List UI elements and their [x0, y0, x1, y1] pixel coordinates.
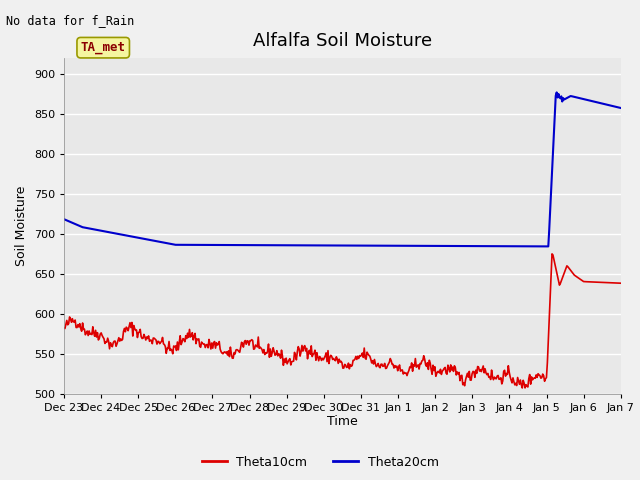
Theta10cm [60, 325, 68, 331]
Text: No data for f_Rain: No data for f_Rain [6, 14, 134, 27]
Theta10cm [312, 357, 320, 363]
Line: Theta10cm: Theta10cm [64, 254, 621, 388]
Theta10cm [204, 342, 211, 348]
Theta20cm [553, 89, 561, 95]
Theta10cm [548, 251, 556, 257]
Y-axis label: Soil Moisture: Soil Moisture [15, 185, 28, 266]
Theta20cm [432, 243, 440, 249]
Theta20cm [159, 240, 166, 245]
Theta20cm [617, 105, 625, 111]
Title: Alfalfa Soil Moisture: Alfalfa Soil Moisture [253, 33, 432, 50]
Theta20cm [60, 216, 68, 222]
Theta20cm [543, 243, 551, 249]
Theta20cm [388, 243, 396, 249]
Theta20cm [204, 242, 211, 248]
Line: Theta20cm: Theta20cm [64, 92, 621, 246]
Theta10cm [479, 363, 487, 369]
Theta10cm [432, 373, 440, 379]
Theta10cm [388, 361, 396, 367]
Theta20cm [312, 242, 320, 248]
Text: TA_met: TA_met [81, 41, 125, 54]
Theta10cm [518, 385, 526, 391]
Theta10cm [159, 335, 166, 340]
Legend: Theta10cm, Theta20cm: Theta10cm, Theta20cm [196, 451, 444, 474]
Theta10cm [617, 280, 625, 286]
Theta20cm [479, 243, 487, 249]
X-axis label: Time: Time [327, 415, 358, 429]
